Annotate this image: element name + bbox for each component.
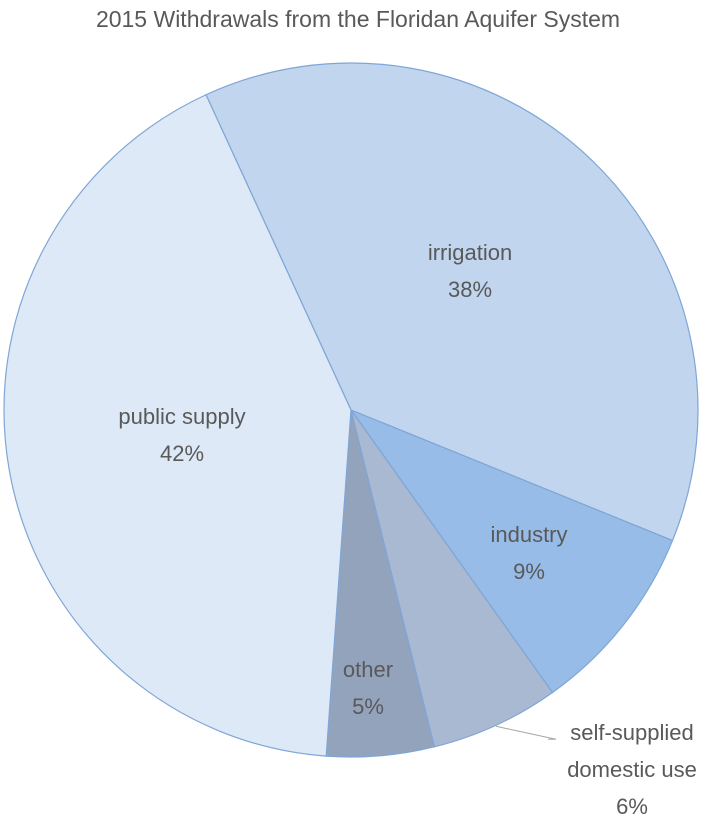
slice-label-other: other 5%	[343, 657, 393, 719]
category-label: public supply	[118, 404, 245, 429]
category-label: industry	[490, 522, 567, 547]
slice-label-self-supplied-domestic-use: self-supplied domestic use 6%	[567, 720, 697, 818]
category-label: domestic use	[567, 757, 697, 782]
slice-label-industry: industry 9%	[490, 522, 567, 584]
pie-slice-industry	[349, 408, 674, 694]
pie-slice-self-supplied-domestic-use	[350, 409, 554, 748]
category-label: self-supplied	[570, 720, 694, 745]
pie-slice-irrigation	[205, 62, 699, 542]
value-label: 9%	[513, 559, 545, 584]
slice-label-irrigation: irrigation 38%	[428, 240, 512, 302]
category-label: irrigation	[428, 240, 512, 265]
value-label: 42%	[160, 441, 204, 466]
slice-label-public-supply: public supply 42%	[118, 404, 245, 466]
value-label: 38%	[448, 277, 492, 302]
value-label: 5%	[352, 694, 384, 719]
pie-slice-public-supply	[3, 93, 352, 757]
chart-title: 2015 Withdrawals from the Floridan Aquif…	[95, 6, 621, 32]
leader-line	[495, 725, 557, 740]
value-label: 6%	[616, 794, 648, 818]
category-label: other	[343, 657, 393, 682]
